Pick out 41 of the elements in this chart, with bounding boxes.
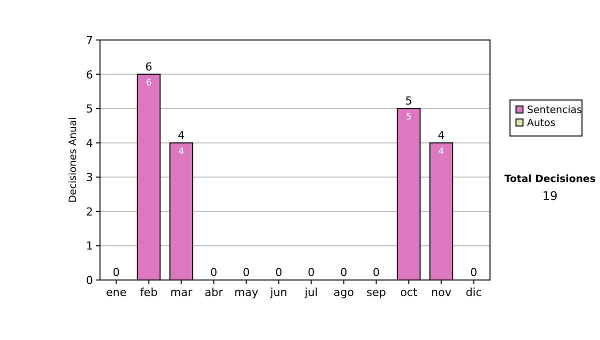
y-tick-label: 2 bbox=[86, 205, 93, 218]
total-label: 0 bbox=[470, 266, 478, 279]
total-label: 4 bbox=[178, 128, 185, 142]
x-tick-label: oct bbox=[400, 286, 418, 299]
x-tick-label: mar bbox=[170, 286, 193, 299]
x-tick-label: may bbox=[234, 286, 259, 299]
y-tick-label: 5 bbox=[86, 102, 93, 116]
total-label: 0 bbox=[275, 266, 282, 279]
data-label: 4 bbox=[178, 146, 184, 157]
x-tick-label: abr bbox=[204, 286, 224, 299]
total-label: 0 bbox=[372, 266, 380, 279]
text: Total Decisiones bbox=[504, 174, 596, 185]
total-label: 0 bbox=[308, 266, 315, 279]
y-tick-label: 3 bbox=[86, 171, 93, 184]
y-axis-title: Decisiones Anual bbox=[68, 117, 79, 203]
x-tick-label: nov bbox=[431, 286, 452, 299]
y-tick-label: 4 bbox=[86, 136, 93, 150]
data-label: 4 bbox=[438, 146, 444, 157]
legend-label: Autos bbox=[527, 118, 556, 129]
total-label: 6 bbox=[145, 60, 152, 74]
data-label: 6 bbox=[146, 78, 152, 88]
x-tick-label: feb bbox=[140, 286, 158, 299]
x-tick-label: jul bbox=[304, 286, 318, 299]
total-label: 0 bbox=[340, 266, 348, 279]
total-label: 0 bbox=[112, 266, 120, 279]
total-label: 0 bbox=[242, 266, 250, 279]
y-tick-label: 7 bbox=[86, 34, 93, 47]
total-label: 0 bbox=[210, 266, 218, 279]
x-tick-label: jun bbox=[269, 286, 288, 299]
text: 19 bbox=[542, 189, 558, 203]
x-tick-label: dic bbox=[466, 286, 482, 299]
total-label: 4 bbox=[438, 128, 445, 142]
y-tick-label: 1 bbox=[86, 240, 93, 253]
y-tick-label: 0 bbox=[86, 274, 93, 287]
x-tick-label: sep bbox=[366, 286, 386, 299]
y-tick-label: 6 bbox=[86, 68, 93, 82]
total-label: 5 bbox=[405, 94, 412, 108]
data-label: 5 bbox=[406, 112, 412, 123]
x-tick-label: ene bbox=[106, 286, 127, 299]
legend-label: Sentencias bbox=[527, 105, 582, 116]
x-tick-label: ago bbox=[334, 286, 354, 299]
